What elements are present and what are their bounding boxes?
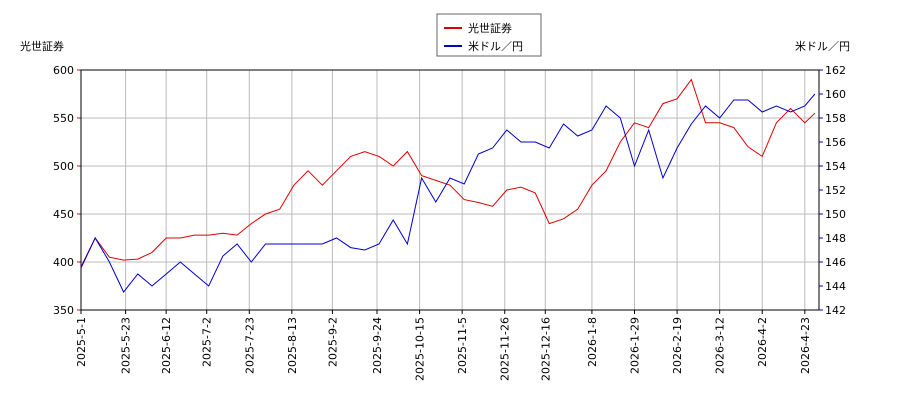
y2-tick-label: 146 (825, 256, 846, 269)
x-tick-label: 2026-4-23 (799, 317, 812, 374)
x-tick-label: 2025-10-15 (414, 317, 427, 381)
y2-tick-label: 142 (825, 304, 846, 317)
y2-tick-label: 148 (825, 232, 846, 245)
x-tick-label: 2025-11-5 (456, 317, 469, 374)
x-tick-label: 2026-2-19 (671, 317, 684, 374)
legend-label: 米ドル／円 (468, 40, 523, 53)
y2-tick-label: 156 (825, 136, 846, 149)
y2-tick-label: 144 (825, 280, 846, 293)
series-line (80, 78, 816, 268)
x-tick-label: 2025-6-12 (160, 317, 173, 374)
x-tick-label: 2025-5-1 (75, 317, 88, 367)
x-tick-label: 2026-4-2 (756, 317, 769, 367)
legend-box (436, 13, 542, 57)
x-tick-label: 2025-5-23 (120, 317, 133, 374)
y-tick-label: 600 (53, 64, 74, 77)
y2-axis-label: 米ドル／円 (795, 40, 850, 53)
y-tick-label: 450 (53, 208, 74, 221)
x-tick-label: 2025-7-23 (243, 317, 256, 374)
y2-tick-label: 152 (825, 184, 846, 197)
x-tick-label: 2025-7-2 (201, 317, 214, 367)
legend-label: 光世証券 (468, 21, 512, 35)
plot-frame (80, 69, 820, 311)
y-tick-label: 350 (53, 304, 74, 317)
y2-tick-label: 160 (825, 88, 846, 101)
y2-tick-label: 158 (825, 112, 846, 125)
y-tick-label: 550 (53, 112, 74, 125)
y2-tick-label: 154 (825, 160, 846, 173)
x-tick-label: 2026-1-29 (629, 317, 642, 374)
x-tick-label: 2025-9-24 (371, 317, 384, 374)
y-tick-label: 400 (53, 256, 74, 269)
x-tick-label: 2025-9-2 (326, 317, 339, 367)
x-tick-label: 2025-11-26 (499, 317, 512, 381)
x-tick-label: 2026-1-8 (586, 317, 599, 367)
x-tick-label: 2025-12-16 (539, 317, 552, 381)
x-tick-label: 2026-3-12 (714, 317, 727, 374)
y-tick-label: 500 (53, 160, 74, 173)
x-tick-label: 2025-8-13 (286, 317, 299, 374)
y2-tick-label: 150 (825, 208, 846, 221)
y2-tick-label: 162 (825, 64, 846, 77)
series-line (80, 93, 816, 293)
y-axis-label: 光世証券 (20, 39, 64, 53)
